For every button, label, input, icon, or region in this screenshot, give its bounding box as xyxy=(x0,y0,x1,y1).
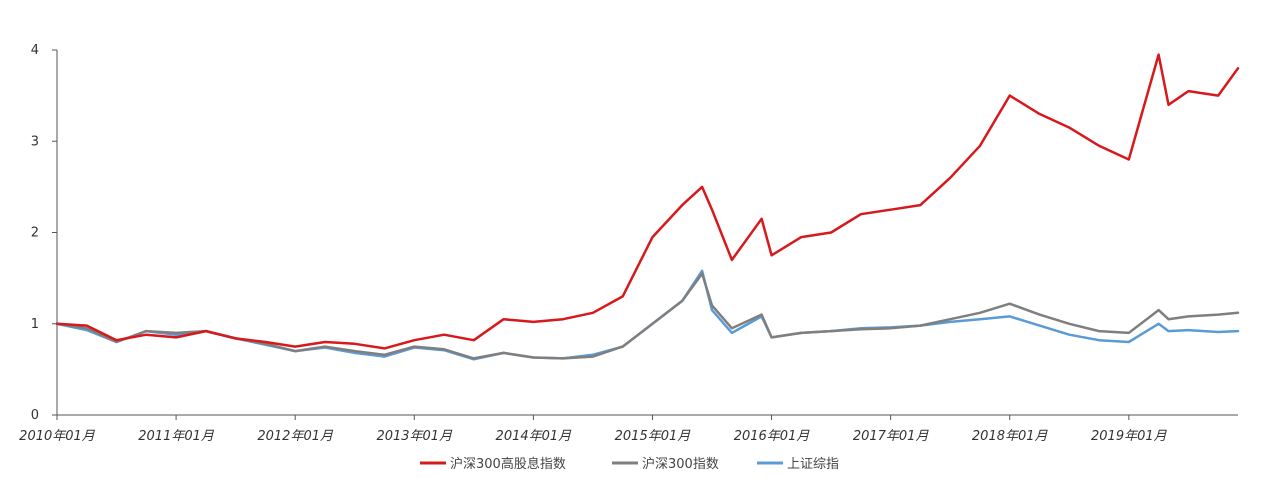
x-tick-label: 2017年01月 xyxy=(853,429,930,444)
y-tick-label: 4 xyxy=(31,43,39,58)
series-line-0 xyxy=(55,53,1240,350)
x-tick-label: 2015年01月 xyxy=(615,429,692,444)
legend: 沪深300高股息指数 沪深300指数 上证综指 xyxy=(420,456,839,472)
legend-label-1: 沪深300指数 xyxy=(642,456,719,472)
series-line-2 xyxy=(55,269,1240,361)
x-tick-label: 2018年01月 xyxy=(972,429,1049,444)
legend-label-2: 上证综指 xyxy=(787,457,839,472)
x-tick-label: 2016年01月 xyxy=(734,429,811,444)
series-line-1 xyxy=(55,272,1240,360)
x-tick-label: 2014年01月 xyxy=(496,429,573,444)
x-tick-label: 2011年01月 xyxy=(138,429,215,444)
y-tick-label: 2 xyxy=(31,226,39,241)
axes xyxy=(56,50,1238,416)
y-tick-label: 0 xyxy=(31,408,39,423)
x-tick-label: 2012年01月 xyxy=(257,429,334,444)
x-tick-label: 2013年01月 xyxy=(376,429,453,444)
y-ticks: 0 1 2 3 4 xyxy=(31,43,57,423)
series-lines xyxy=(55,53,1240,361)
x-tick-label: 2010年01月 xyxy=(19,429,96,444)
legend-label-0: 沪深300高股息指数 xyxy=(450,456,566,472)
y-tick-label: 1 xyxy=(31,317,39,332)
x-ticks: 2010年01月 2011年01月 2012年01月 2013年01月 2014年01月… xyxy=(19,415,1168,444)
x-tick-label: 2019年01月 xyxy=(1091,429,1168,444)
y-tick-label: 3 xyxy=(31,134,39,149)
